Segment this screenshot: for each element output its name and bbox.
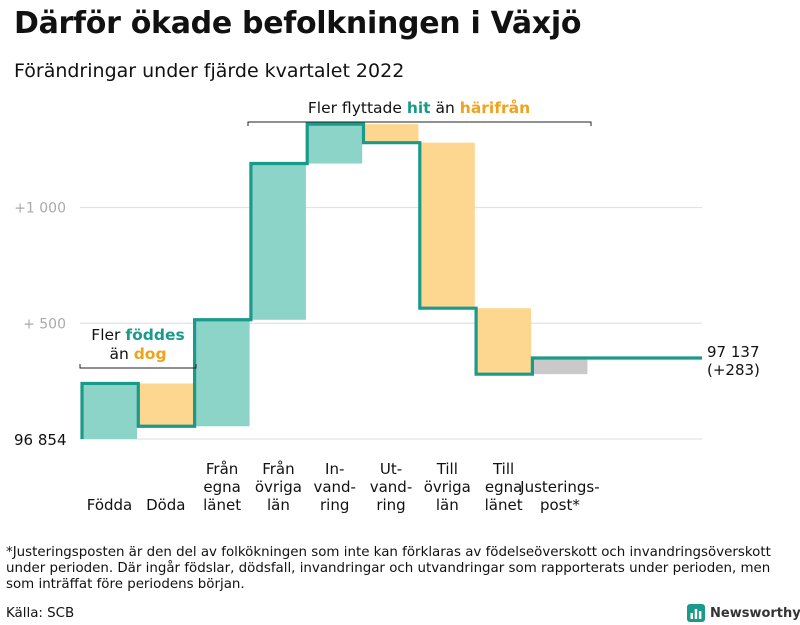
bar-justeringspost [532, 357, 588, 375]
category-label: vand- [313, 478, 356, 496]
births-annotation-line1: Fler föddes [91, 326, 184, 344]
category-label: Till [436, 460, 458, 478]
brand-name: Newsworthy [710, 605, 800, 621]
bar-tillövrigalän [419, 142, 475, 309]
category-label: Från [262, 460, 294, 478]
y-tick-label: + 500 [23, 316, 66, 332]
migration-bracket [247, 121, 592, 126]
category-label: övriga [255, 478, 302, 496]
category-label: post* [540, 496, 580, 514]
category-label: länet [203, 496, 241, 514]
chart-subtitle: Förändringar under fjärde kvartalet 2022 [14, 60, 405, 82]
source-label: Källa: SCB [6, 606, 75, 621]
category-label: Justerings- [519, 478, 599, 496]
category-label: övriga [424, 478, 471, 496]
bar-döda [138, 383, 194, 427]
footnote: *Justeringsposten är den del av folkökni… [6, 545, 771, 592]
start-value-label: 96 854 [14, 431, 67, 449]
bar-utvandring [363, 124, 419, 143]
category-label: Döda [146, 496, 185, 514]
category-label: vand- [370, 478, 413, 496]
end-value-label: 97 137 [707, 343, 760, 361]
brand: Newsworthy [687, 604, 800, 622]
category-label: In- [325, 460, 344, 478]
category-label: Födda [87, 496, 133, 514]
bar-chart-logo-icon [687, 604, 705, 622]
running-total-line [80, 122, 702, 439]
migration-annotation: Fler flyttade hit än härifrån [308, 98, 530, 117]
category-label: egna [485, 478, 522, 496]
bar-frånegnalänet [194, 319, 250, 427]
category-label: Från [206, 460, 238, 478]
bar-tillegnalänet [476, 308, 532, 375]
category-label: län [436, 496, 459, 514]
chart-title: Därför ökade befolkningen i Växjö [14, 6, 582, 41]
category-label: länet [485, 496, 523, 514]
category-label: ring [376, 496, 405, 514]
births-annotation-line2: än dog [109, 345, 166, 363]
births-bracket [79, 364, 197, 369]
bar-födda [82, 383, 137, 439]
end-change-label: (+283) [707, 361, 760, 379]
category-label: Till [492, 460, 514, 478]
category-label: egna [203, 478, 240, 496]
category-label: ring [320, 496, 349, 514]
category-label: län [267, 496, 290, 514]
bar-frånövrigalän [250, 163, 306, 320]
category-label: Ut- [380, 460, 402, 478]
y-tick-label: +1 000 [14, 201, 66, 217]
bar-invandring [307, 124, 363, 164]
